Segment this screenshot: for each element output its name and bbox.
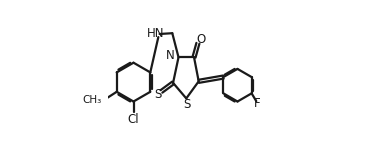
Text: S: S: [154, 88, 162, 101]
Text: O: O: [197, 33, 206, 46]
Text: CH₃: CH₃: [83, 95, 102, 105]
Text: Cl: Cl: [128, 113, 139, 126]
Text: F: F: [254, 97, 261, 110]
Text: HN: HN: [147, 27, 164, 40]
Text: S: S: [183, 98, 190, 111]
Text: N: N: [166, 49, 175, 62]
